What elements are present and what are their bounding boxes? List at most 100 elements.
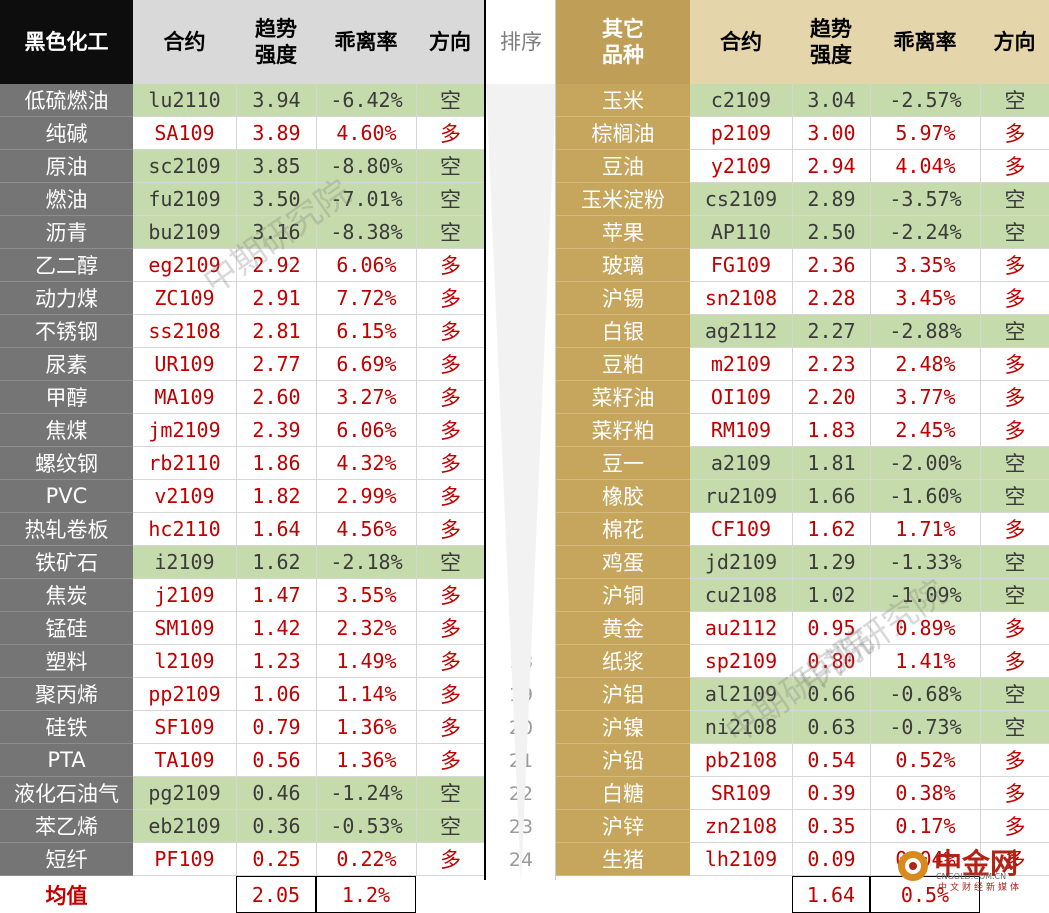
left-average-deviation: 1.2% (316, 876, 416, 913)
left-contract-cell: TA109 (133, 744, 236, 777)
left-deviation-cell: 1.36% (316, 744, 416, 777)
left-contract-cell: UR109 (133, 348, 236, 381)
right-name-cell: 黄金 (556, 612, 690, 645)
left-deviation-cell: 0.22% (316, 843, 416, 876)
header-direction-right: 方向 (980, 0, 1049, 84)
right-strength-cell: 0.35 (792, 810, 870, 843)
right-name-cell: 苹果 (556, 216, 690, 249)
right-name-cell: 沪镍 (556, 711, 690, 744)
right-direction-cell: 多 (980, 744, 1049, 777)
right-deviation-cell: -1.09% (870, 579, 980, 612)
left-contract-cell: eg2109 (133, 249, 236, 282)
left-contract-cell: SA109 (133, 117, 236, 150)
right-deviation-cell: -3.57% (870, 183, 980, 216)
left-contract-cell: pg2109 (133, 777, 236, 810)
right-name-cell: 纸浆 (556, 645, 690, 678)
right-direction-cell: 多 (980, 513, 1049, 546)
left-strength-cell: 0.36 (236, 810, 316, 843)
left-contract-cell: j2109 (133, 579, 236, 612)
right-direction-cell: 多 (980, 117, 1049, 150)
left-contract-cell: ZC109 (133, 282, 236, 315)
left-deviation-cell: 6.06% (316, 414, 416, 447)
left-deviation-cell: 6.15% (316, 315, 416, 348)
right-name-cell: 白糖 (556, 777, 690, 810)
right-direction-cell: 空 (980, 84, 1049, 117)
left-direction-cell: 多 (416, 381, 484, 414)
left-direction-cell: 多 (416, 117, 484, 150)
left-strength-cell: 0.56 (236, 744, 316, 777)
cngold-logo: 中金网 CNGOLD.COM.CN 中文财经新媒体 (896, 842, 1046, 904)
right-direction-cell: 多 (980, 249, 1049, 282)
header-right-group: 其它 品种 (556, 0, 690, 84)
right-deviation-cell: -2.57% (870, 84, 980, 117)
left-deviation-cell: 4.56% (316, 513, 416, 546)
left-direction-cell: 多 (416, 414, 484, 447)
right-deviation-cell: -2.88% (870, 315, 980, 348)
average-label: 均值 (0, 876, 133, 913)
right-strength-cell: 2.27 (792, 315, 870, 348)
right-name-cell: 棕榈油 (556, 117, 690, 150)
right-direction-cell: 多 (980, 645, 1049, 678)
left-direction-cell: 多 (416, 282, 484, 315)
left-name-cell: 短纤 (0, 843, 133, 876)
left-deviation-cell: -6.42% (316, 84, 416, 117)
logo-url: CNGOLD.COM.CN (936, 872, 1007, 881)
right-contract-cell: p2109 (690, 117, 792, 150)
left-name-cell: 乙二醇 (0, 249, 133, 282)
left-direction-cell: 多 (416, 513, 484, 546)
left-contract-cell: v2109 (133, 480, 236, 513)
header-strength-left: 趋势 强度 (236, 0, 316, 84)
right-deviation-cell: -1.33% (870, 546, 980, 579)
right-name-cell: 棉花 (556, 513, 690, 546)
left-deviation-cell: -2.18% (316, 546, 416, 579)
left-contract-cell: fu2109 (133, 183, 236, 216)
right-direction-cell: 空 (980, 315, 1049, 348)
right-average-deviation: 0.5% (870, 876, 980, 913)
right-name-cell: 豆一 (556, 447, 690, 480)
left-contract-cell: SF109 (133, 711, 236, 744)
right-contract-cell: ru2109 (690, 480, 792, 513)
right-contract-cell: pb2108 (690, 744, 792, 777)
header-contract-right: 合约 (690, 0, 792, 84)
left-deviation-cell: 4.60% (316, 117, 416, 150)
right-name-cell: 玉米 (556, 84, 690, 117)
left-strength-cell: 0.79 (236, 711, 316, 744)
right-deviation-cell: 0.17% (870, 810, 980, 843)
right-strength-cell: 2.89 (792, 183, 870, 216)
logo-text: 中金网 (934, 847, 1019, 880)
header-contract-left: 合约 (133, 0, 236, 84)
left-name-cell: 热轧卷板 (0, 513, 133, 546)
right-direction-cell: 多 (980, 843, 1049, 876)
right-name-cell: 豆粕 (556, 348, 690, 381)
right-deviation-cell: 2.48% (870, 348, 980, 381)
left-name-cell: 动力煤 (0, 282, 133, 315)
left-contract-cell: MA109 (133, 381, 236, 414)
left-name-cell: 铁矿石 (0, 546, 133, 579)
logo-mark-icon (898, 851, 928, 881)
right-strength-cell: 1.66 (792, 480, 870, 513)
right-name-cell: 菜籽粕 (556, 414, 690, 447)
right-direction-cell: 空 (980, 447, 1049, 480)
right-strength-cell: 1.81 (792, 447, 870, 480)
left-name-cell: 液化石油气 (0, 777, 133, 810)
right-name-cell: 生猪 (556, 843, 690, 876)
right-deviation-cell: 3.77% (870, 381, 980, 414)
left-contract-cell: jm2109 (133, 414, 236, 447)
right-name-cell: 沪铅 (556, 744, 690, 777)
left-name-cell: PVC (0, 480, 133, 513)
header-deviation-right: 乖离率 (870, 0, 980, 84)
left-table-divider (484, 0, 486, 880)
right-strength-cell: 0.39 (792, 777, 870, 810)
left-strength-cell: 1.82 (236, 480, 316, 513)
left-strength-cell: 1.64 (236, 513, 316, 546)
header-strength-right: 趋势 强度 (792, 0, 870, 84)
right-average-strength: 1.64 (792, 876, 870, 913)
right-strength-cell: 0.66 (792, 678, 870, 711)
right-deviation-cell: 1.71% (870, 513, 980, 546)
right-contract-cell: ni2108 (690, 711, 792, 744)
left-name-cell: 尿素 (0, 348, 133, 381)
left-deviation-cell: -8.80% (316, 150, 416, 183)
left-name-cell: 不锈钢 (0, 315, 133, 348)
right-contract-cell: zn2108 (690, 810, 792, 843)
right-name-cell: 玻璃 (556, 249, 690, 282)
